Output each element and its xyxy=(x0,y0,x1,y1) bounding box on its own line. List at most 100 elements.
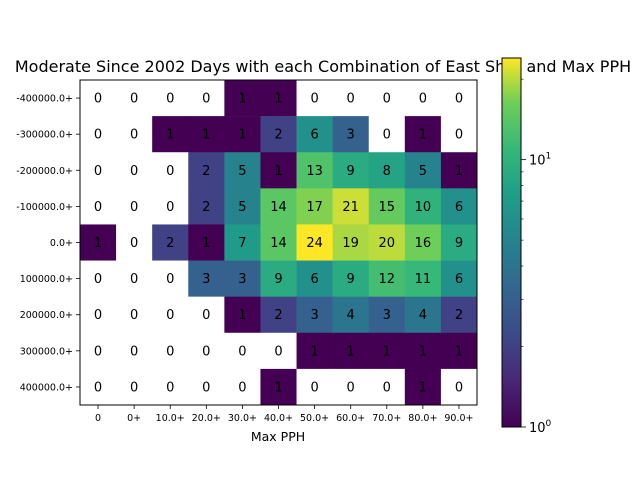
heatmap-cell xyxy=(296,368,333,406)
heatmap-cell xyxy=(296,116,333,153)
heatmap-cell xyxy=(188,188,225,225)
heatmap-cell xyxy=(260,116,297,153)
cell-value-label: 3 xyxy=(202,272,210,287)
y-tick-label: 0.0+ xyxy=(50,238,73,249)
cell-value-label: 5 xyxy=(419,164,427,179)
heatmap-cell xyxy=(368,296,406,334)
x-tick-label: 10.0+ xyxy=(156,413,185,424)
heatmap-cell xyxy=(368,224,406,261)
heatmap-cells: 0 0 0 0 1 1 0 0 0 0 00 0 1 1 1 2 6 3 0 1 00 0 0 2 5 1 13 9 8 5 10 0 0 2 5 1… xyxy=(80,80,478,406)
cell-value-label: 2 xyxy=(274,128,282,143)
heatmap-cell xyxy=(368,260,406,297)
heatmap-cell xyxy=(296,188,333,225)
cell-value-label: 6 xyxy=(310,272,318,287)
cell-value-label: 0 xyxy=(455,128,463,143)
x-tick-label: 70.0+ xyxy=(372,413,401,424)
colorbar-ticks: 100 101 xyxy=(521,78,552,436)
x-tick-label: 40.0+ xyxy=(264,413,293,424)
cell-value-label: 0 xyxy=(130,272,138,287)
heatmap-cell xyxy=(188,80,225,117)
heatmap-cell xyxy=(368,80,406,117)
heatmap-cell xyxy=(440,224,478,261)
y-tick-label: -200000.0+ xyxy=(16,166,73,177)
cell-value-label: 14 xyxy=(270,200,287,215)
heatmap-cell xyxy=(440,296,478,334)
heatmap-cell xyxy=(188,296,225,334)
heatmap-cell xyxy=(440,260,478,297)
x-tick-label: 90.0+ xyxy=(444,413,473,424)
colorbar: 100 101 xyxy=(501,57,552,436)
heatmap-cell xyxy=(80,188,117,225)
heatmap-cell xyxy=(188,116,225,153)
cell-value-label: 24 xyxy=(306,236,323,251)
cell-value-label: 1 xyxy=(202,128,210,143)
heatmap-cell xyxy=(440,332,478,370)
x-axis-ticks: 0 0+ 10.0+ 20.0+ 30.0+ 40.0+ 50.0+ 60.0+ 70.0+ 80… xyxy=(95,405,474,424)
cell-value-label: 0 xyxy=(94,92,102,107)
heatmap-cell xyxy=(296,224,333,261)
x-tick-label: 50.0+ xyxy=(300,413,329,424)
cell-value-label: 0 xyxy=(166,92,174,107)
heatmap-cell xyxy=(260,368,297,406)
x-tick-label: 60.0+ xyxy=(336,413,365,424)
y-tick-label: -400000.0+ xyxy=(16,94,73,105)
heatmap-cell xyxy=(332,224,370,261)
heatmap-cell xyxy=(332,152,370,189)
heatmap-cell xyxy=(260,260,297,297)
heatmap-cell xyxy=(404,224,442,261)
heatmap-cell xyxy=(152,152,189,189)
cell-value-label: 1 xyxy=(383,344,391,359)
heatmap-cell xyxy=(260,80,297,117)
cell-value-label: 0 xyxy=(383,128,391,143)
heatmap-cell xyxy=(440,116,478,153)
cell-value-label: 6 xyxy=(310,128,318,143)
heatmap-cell xyxy=(404,332,442,370)
heatmap-cell xyxy=(332,296,370,334)
cell-value-label: 12 xyxy=(378,272,395,287)
heatmap-cell xyxy=(404,296,442,334)
heatmap-cell xyxy=(368,152,406,189)
heatmap-cell xyxy=(116,296,153,334)
heatmap-cell xyxy=(116,152,153,189)
heatmap-cell xyxy=(188,224,225,261)
cell-value-label: 0 xyxy=(383,92,391,107)
heatmap-cell xyxy=(332,116,370,153)
cell-value-label: 0 xyxy=(310,92,318,107)
cell-value-label: 6 xyxy=(455,200,463,215)
y-tick-label: 100000.0+ xyxy=(20,274,73,285)
x-tick-label: 30.0+ xyxy=(228,413,257,424)
heatmap-cell xyxy=(332,260,370,297)
heatmap-cell xyxy=(404,260,442,297)
colorbar-gradient xyxy=(501,57,522,428)
cell-value-label: 7 xyxy=(238,236,246,251)
heatmap-cell xyxy=(440,188,478,225)
cell-value-label: 3 xyxy=(347,128,355,143)
heatmap-cell xyxy=(152,188,189,225)
cell-value-label: 3 xyxy=(383,308,391,323)
x-tick-label: 80.0+ xyxy=(408,413,437,424)
cell-value-label: 2 xyxy=(455,308,463,323)
cell-value-label: 1 xyxy=(166,128,174,143)
cell-value-label: 0 xyxy=(274,344,282,359)
cell-value-label: 1 xyxy=(455,164,463,179)
cell-value-label: 1 xyxy=(202,236,210,251)
cell-value-label: 1 xyxy=(419,344,427,359)
cell-value-label: 0 xyxy=(455,380,463,395)
cell-value-label: 0 xyxy=(130,236,138,251)
heatmap-cell xyxy=(332,80,370,117)
x-tick-label: 0+ xyxy=(127,413,141,424)
heatmap-cell xyxy=(152,332,189,370)
cell-value-label: 0 xyxy=(130,308,138,323)
heatmap-cell xyxy=(332,188,370,225)
cell-value-label: 0 xyxy=(166,272,174,287)
heatmap-cell xyxy=(296,332,333,370)
cell-value-label: 17 xyxy=(306,200,323,215)
cell-value-label: 19 xyxy=(342,236,359,251)
cell-value-label: 1 xyxy=(274,380,282,395)
cell-value-label: 0 xyxy=(166,308,174,323)
heatmap-cell xyxy=(404,152,442,189)
cell-value-label: 0 xyxy=(310,380,318,395)
heatmap-cell xyxy=(440,368,478,406)
heatmap-cell xyxy=(80,368,117,406)
heatmap-cell xyxy=(116,260,153,297)
